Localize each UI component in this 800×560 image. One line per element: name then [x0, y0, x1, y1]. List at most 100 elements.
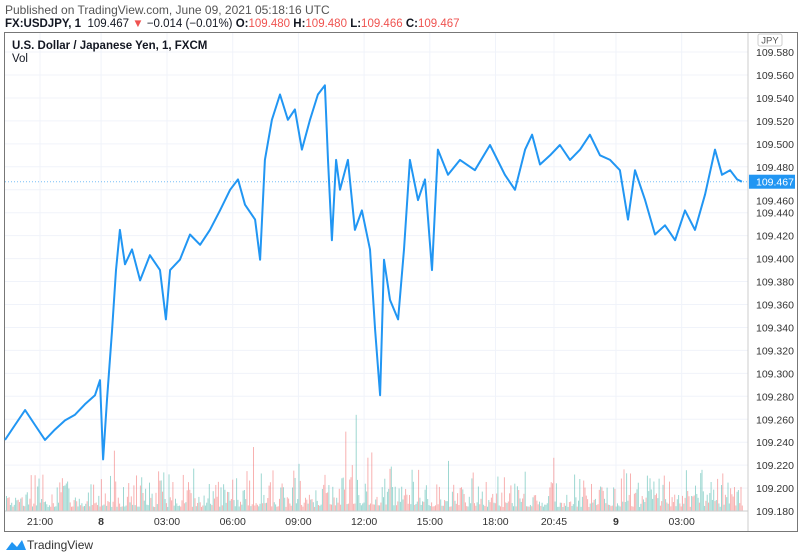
volume-bar — [139, 485, 141, 511]
volume-bar — [316, 500, 318, 511]
currency-badge-text: JPY — [761, 36, 779, 47]
volume-bar — [143, 500, 145, 511]
volume-bar — [377, 505, 379, 511]
tradingview-logo[interactable]: TradingView — [5, 538, 93, 552]
volume-bar — [210, 503, 212, 511]
volume-bar — [632, 506, 634, 511]
volume-bar — [548, 496, 550, 511]
volume-bar — [509, 493, 511, 511]
volume-bar — [454, 500, 456, 511]
volume-bar — [325, 493, 327, 511]
volume-bar — [723, 504, 725, 511]
volume-bar — [644, 501, 646, 511]
volume-bar — [137, 506, 139, 511]
volume-bar — [646, 475, 648, 511]
volume-bar — [297, 499, 299, 511]
volume-bar — [146, 504, 148, 511]
volume-bar — [691, 495, 693, 511]
volume-bar — [562, 506, 564, 511]
volume-bar — [540, 505, 542, 511]
volume-bar — [229, 500, 231, 511]
volume-bar — [520, 501, 522, 511]
volume-bar — [624, 501, 626, 511]
volume-bar — [435, 505, 436, 511]
volume-bar — [190, 493, 192, 511]
volume-bar — [164, 499, 166, 511]
volume-bar — [416, 501, 418, 511]
volume-bar — [436, 484, 438, 511]
volume-bar — [371, 452, 373, 511]
volume-bar — [554, 501, 556, 511]
symbol-legend: FX:USDJPY, 1 109.467 ▼ −0.014 (−0.01%) O… — [5, 18, 460, 30]
volume-bar — [513, 506, 514, 511]
volume-bar — [401, 486, 403, 511]
volume-bar — [363, 502, 365, 511]
volume-bar — [341, 478, 343, 511]
volume-bar — [293, 470, 295, 511]
volume-bar — [9, 504, 11, 511]
volume-bar — [319, 505, 321, 511]
volume-bar — [84, 506, 85, 511]
volume-bar — [679, 503, 681, 511]
volume-bar — [396, 505, 397, 511]
volume-bar — [221, 505, 223, 511]
volume-bar — [613, 487, 615, 511]
volume-bar — [741, 505, 743, 511]
volume-bar — [329, 504, 331, 511]
volume-bar — [120, 506, 122, 511]
volume-bar — [576, 506, 578, 511]
volume-bar — [740, 486, 742, 511]
volume-bar — [446, 501, 448, 511]
volume-bar — [7, 498, 9, 511]
volume-bar — [52, 503, 54, 511]
volume-bar — [553, 457, 555, 511]
volume-bar — [160, 480, 162, 511]
volume-bar — [597, 504, 599, 511]
volume-bar — [344, 489, 345, 511]
price-change: −0.014 (−0.01%) — [146, 18, 233, 30]
volume-bar — [550, 482, 552, 511]
volume-bar — [318, 505, 319, 511]
volume-bar — [480, 498, 482, 511]
volume-bar — [412, 481, 414, 511]
tradingview-logo-icon — [6, 540, 26, 550]
volume-bar — [631, 506, 633, 511]
volume-bar — [111, 506, 113, 511]
volume-bar — [68, 488, 70, 511]
volume-bar — [594, 498, 596, 511]
volume-bar — [136, 475, 137, 511]
volume-bar — [321, 488, 323, 511]
volume-bar — [718, 503, 720, 511]
volume-bar — [211, 505, 213, 511]
volume-bar — [648, 491, 650, 511]
volume-bar — [461, 487, 462, 511]
volume-bar — [336, 497, 338, 511]
volume-bar — [422, 501, 423, 511]
volume-bar — [230, 498, 232, 511]
volume-bar — [247, 505, 249, 511]
price-tick-label: 109.500 — [756, 139, 794, 151]
volume-bar — [583, 480, 585, 511]
down-arrow-icon: ▼ — [132, 18, 144, 30]
volume-bar — [467, 506, 469, 511]
volume-bar — [609, 504, 611, 511]
volume-bar — [661, 501, 663, 511]
volume-bar — [35, 505, 37, 511]
volume-bar — [732, 496, 734, 511]
volume-bar — [65, 483, 67, 511]
volume-bar — [537, 504, 539, 511]
price-tick-label: 109.220 — [756, 460, 794, 472]
volume-bar — [627, 500, 629, 511]
volume-bar — [474, 503, 475, 511]
volume-bar — [42, 474, 44, 511]
currency-badge — [757, 33, 783, 47]
volume-bar — [375, 499, 377, 511]
volume-bar — [659, 505, 661, 511]
high-value: 109.480 — [305, 18, 347, 30]
volume-bar — [78, 498, 80, 511]
volume-bar — [591, 483, 592, 511]
volume-bar — [150, 497, 152, 511]
volume-bar — [657, 498, 659, 511]
volume-bar — [141, 477, 143, 511]
